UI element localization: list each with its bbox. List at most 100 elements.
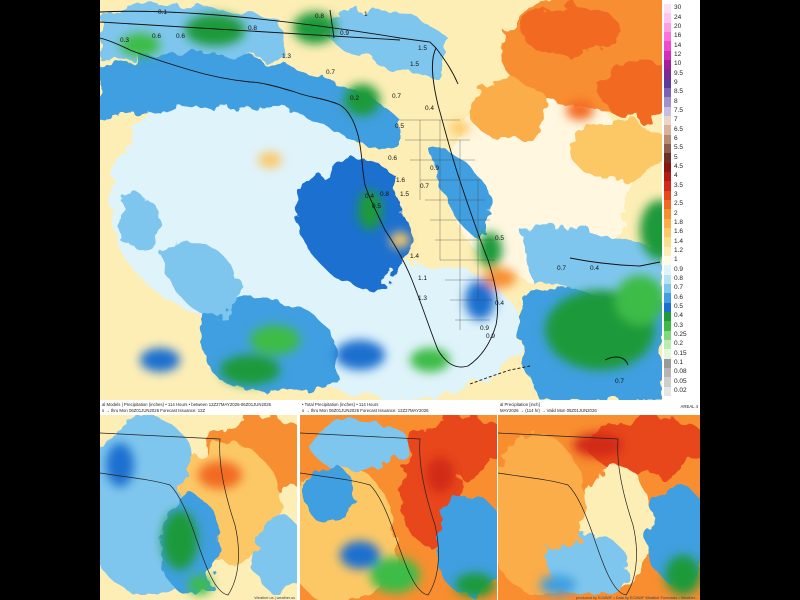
legend-level: 30 xyxy=(664,4,698,14)
map-value-label: 0.4 xyxy=(425,105,434,112)
legend-swatch xyxy=(664,106,671,116)
legend-swatch xyxy=(664,134,671,144)
legend-level: 0.1 xyxy=(664,358,698,368)
legend-label: 2.5 xyxy=(674,200,684,208)
legend-swatch xyxy=(664,274,671,284)
legend-level: 10 xyxy=(664,60,698,70)
legend-swatch xyxy=(664,340,671,350)
legend-label: 0.7 xyxy=(674,284,684,292)
legend-level: 0.2 xyxy=(664,340,698,350)
legend-label: 30 xyxy=(674,4,682,12)
legend-level: 2 xyxy=(664,209,698,219)
legend-label: 0.9 xyxy=(674,265,684,273)
legend-swatch xyxy=(664,265,671,275)
legend-swatch xyxy=(664,153,671,163)
legend-swatch xyxy=(664,321,671,331)
legend-swatch xyxy=(664,386,671,396)
legend-label: 7 xyxy=(674,116,678,124)
legend-label: 0.25 xyxy=(674,331,687,339)
legend-level: 0.9 xyxy=(664,265,698,275)
legend-swatch xyxy=(664,32,671,42)
map-value-label: 0.9 xyxy=(486,333,495,340)
legend-level: 14 xyxy=(664,41,698,51)
legend-level: 2.5 xyxy=(664,200,698,210)
legend-swatch xyxy=(664,330,671,340)
legend-swatch xyxy=(664,358,671,368)
legend-swatch xyxy=(664,41,671,51)
panel-model-2: • Total Precipitation (inches) • 114 Hou… xyxy=(300,402,497,600)
coastline-and-borders xyxy=(100,9,661,385)
legend-swatch xyxy=(664,50,671,60)
legend-level: 0.5 xyxy=(664,302,698,312)
map-value-label: 0.3 xyxy=(120,37,129,44)
legend-swatch xyxy=(664,256,671,266)
legend-swatch xyxy=(664,228,671,238)
legend-label: 16 xyxy=(674,32,682,40)
legend-swatch xyxy=(664,60,671,70)
legend-label: 20 xyxy=(674,23,682,31)
legend-level: 16 xyxy=(664,32,698,42)
legend-level: 6 xyxy=(664,134,698,144)
legend-level: 1.4 xyxy=(664,237,698,247)
legend-label: 0.08 xyxy=(674,368,687,376)
map-value-label: 0.8 xyxy=(248,25,257,32)
main-precipitation-map: 0.1 0.6 0.6 0.8 0.8 0.9 1 1.5 1.3 0.7 1.5 0.2 0.7 0.5… xyxy=(100,0,662,400)
legend-label: 14 xyxy=(674,41,682,49)
panel-3-title: al Precipitation [inch] xyxy=(500,402,540,407)
legend-label: 0.1 xyxy=(674,359,684,367)
legend-swatch xyxy=(664,246,671,256)
legend-label: 0.02 xyxy=(674,387,687,395)
map-value-label: 1.5 xyxy=(400,191,409,198)
legend-level: 7.5 xyxy=(664,106,698,116)
map-value-label: 1.5 xyxy=(418,45,427,52)
legend-swatch xyxy=(664,368,671,378)
panel-3-map xyxy=(498,415,700,600)
legend-label: 0.3 xyxy=(674,321,684,329)
legend-swatch xyxy=(664,97,671,107)
panel-3-subtitle: MAY2026 → (114 hr) → Valid Mon 06Z01JUN2… xyxy=(500,407,597,413)
legend-label: 6 xyxy=(674,135,678,143)
map-value-label: 0.7 xyxy=(326,69,335,76)
legend-swatch xyxy=(664,209,671,219)
panel-1-subtitle: s → thru Mon 06Z01JUN2026 Forecast Issua… xyxy=(102,407,206,413)
legend-level: 24 xyxy=(664,13,698,23)
map-value-label: 0.4 xyxy=(590,265,599,272)
map-value-label: 0.7 xyxy=(392,93,401,100)
legend-label: 1.4 xyxy=(674,237,684,245)
legend-swatch xyxy=(664,293,671,303)
legend-swatch xyxy=(664,200,671,210)
legend-label: 8.5 xyxy=(674,88,684,96)
panel-2-subtitle: s → thru Mon 06Z01JUN2026 Forecast Issua… xyxy=(302,407,429,413)
legend-swatch xyxy=(664,377,671,387)
legend-level: 1 xyxy=(664,256,698,266)
map-value-label: 1.4 xyxy=(410,253,419,260)
main-map-labels: 0.1 0.6 0.6 0.8 0.8 0.9 1 1.5 1.3 0.7 1.5 0.2 0.7 0.5… xyxy=(120,9,624,385)
legend-swatch xyxy=(664,4,671,14)
legend-label: 0.2 xyxy=(674,340,684,348)
legend-swatch xyxy=(664,190,671,200)
legend-label: 1.2 xyxy=(674,247,684,255)
panel-1-header: al Models | Precipitation (inches) • 114… xyxy=(100,402,297,415)
legend-label: 6.5 xyxy=(674,125,684,133)
forecast-collage: 0.1 0.6 0.6 0.8 0.8 0.9 1 1.5 1.3 0.7 1.5 0.2 0.7 0.5… xyxy=(100,0,700,600)
map-value-label: 0.8 xyxy=(380,191,389,198)
map-value-label: 0.9 xyxy=(430,165,439,172)
legend-swatch xyxy=(664,125,671,135)
panel-3-header: al Precipitation [inch] MAY2026 → (114 h… xyxy=(498,402,700,415)
legend-swatch xyxy=(664,78,671,88)
legend-label: 7.5 xyxy=(674,107,684,115)
legend-level: 5 xyxy=(664,153,698,163)
legend-level: 0.25 xyxy=(664,330,698,340)
legend-label: 4 xyxy=(674,172,678,180)
panel-model-3: al Precipitation [inch] MAY2026 → (114 h… xyxy=(498,402,700,600)
legend-level: 4 xyxy=(664,172,698,182)
legend-label: 1 xyxy=(674,256,678,264)
panel-2-header: • Total Precipitation (inches) • 114 Hou… xyxy=(300,402,497,415)
legend-label: 8 xyxy=(674,97,678,105)
map-value-label: 1 xyxy=(364,11,368,18)
legend-label: 1.8 xyxy=(674,219,684,227)
legend-label: 0.6 xyxy=(674,293,684,301)
legend-level: 20 xyxy=(664,22,698,32)
legend-level: 1.6 xyxy=(664,228,698,238)
legend-swatch xyxy=(664,144,671,154)
